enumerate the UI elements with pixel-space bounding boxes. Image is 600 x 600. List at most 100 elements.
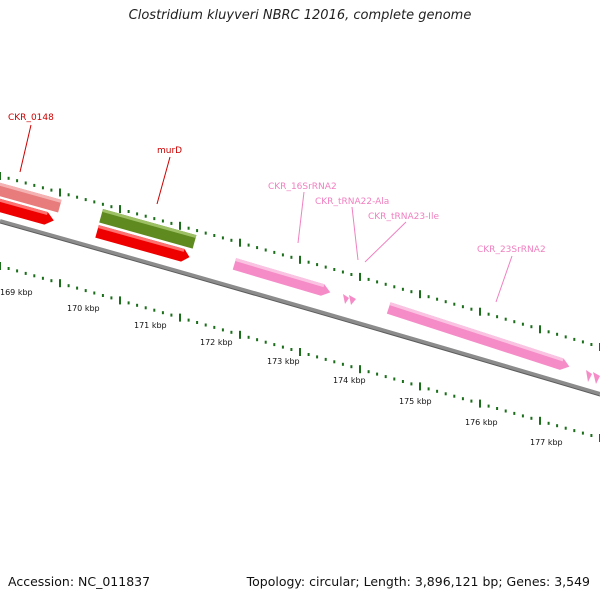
outer-tick	[230, 238, 233, 242]
inner-tick	[273, 343, 276, 347]
inner-tick	[67, 284, 70, 288]
outer-tick	[247, 243, 250, 247]
inner-tick	[247, 335, 250, 339]
inner-tick	[281, 345, 284, 349]
trna-marker-right-1[interactable]	[586, 370, 592, 382]
outer-tick	[127, 210, 130, 213]
outer-tick	[136, 212, 139, 216]
outer-tick	[581, 340, 584, 344]
gene-red-murd[interactable]	[95, 225, 191, 263]
gene-salmon-ckr0148[interactable]	[0, 181, 62, 213]
genome-backbone-shadow	[0, 222, 600, 397]
outer-tick	[187, 226, 190, 230]
scale-label-174: 174 kbp	[333, 376, 366, 385]
inner-tick	[76, 286, 79, 290]
inner-tick	[290, 348, 293, 351]
trna23-leader	[364, 221, 407, 263]
rrna-23s-arrow[interactable]	[386, 302, 571, 372]
outer-tick	[316, 263, 319, 267]
trna23-marker[interactable]	[349, 295, 356, 305]
inner-tick	[436, 389, 439, 393]
outer-tick	[161, 219, 164, 223]
16s-leader	[297, 191, 305, 244]
inner-tick	[230, 330, 233, 334]
inner-tick	[41, 276, 44, 280]
outer-tick	[479, 307, 481, 316]
outer-tick	[93, 200, 96, 204]
label-ckr0148: CKR_0148	[8, 113, 54, 123]
inner-tick	[0, 262, 1, 270]
inner-tick	[170, 313, 173, 317]
outer-tick	[144, 214, 147, 218]
outer-tick	[547, 330, 550, 334]
outer-tick	[221, 236, 224, 240]
outer-tick	[84, 198, 87, 202]
inner-tick	[59, 279, 61, 288]
inner-tick	[239, 330, 241, 339]
scale-label-169: 169 kbp	[0, 288, 33, 297]
outer-tick	[333, 268, 336, 271]
inner-tick	[307, 353, 310, 356]
outer-tick	[521, 322, 524, 326]
outer-tick	[170, 221, 173, 225]
inner-tick	[144, 306, 147, 310]
inner-tick	[204, 323, 207, 327]
genome-summary-text: Topology: circular; Length: 3,896,121 bp…	[246, 574, 590, 589]
rrna-16s-arrow[interactable]	[232, 258, 332, 298]
outer-tick	[24, 181, 27, 185]
scale-label-176: 176 kbp	[465, 418, 498, 427]
inner-tick	[136, 303, 139, 307]
inner-tick	[564, 426, 567, 430]
inner-tick	[33, 274, 36, 278]
outer-tick	[119, 205, 121, 214]
scale-label-177: 177 kbp	[530, 438, 563, 447]
outer-tick	[153, 217, 156, 221]
trna22-marker[interactable]	[343, 294, 349, 304]
inner-tick	[196, 321, 199, 324]
outer-tick-track	[0, 172, 600, 351]
outer-tick	[504, 317, 507, 321]
inner-tick	[7, 267, 10, 270]
inner-tick	[350, 365, 353, 369]
gene-red-left[interactable]	[0, 197, 56, 227]
outer-tick	[50, 188, 53, 192]
outer-tick	[204, 231, 207, 235]
outer-tick	[419, 290, 421, 299]
outer-tick	[564, 335, 567, 339]
trna-marker-right-2[interactable]	[593, 372, 600, 384]
outer-tick	[539, 325, 541, 334]
outer-tick	[196, 229, 199, 233]
outer-tick	[393, 285, 396, 289]
inner-tick	[393, 377, 396, 381]
scale-label-171: 171 kbp	[134, 321, 167, 330]
outer-tick	[59, 188, 61, 197]
inner-tick	[539, 416, 541, 425]
inner-tick	[50, 279, 53, 283]
inner-tick	[324, 357, 327, 361]
inner-tick	[504, 409, 507, 413]
23s-leader	[495, 255, 513, 303]
outer-tick	[470, 307, 473, 311]
inner-tick	[496, 407, 499, 410]
outer-tick	[590, 343, 593, 346]
outer-tick	[307, 260, 310, 264]
gene-olive-murd[interactable]	[99, 208, 197, 249]
outer-tick	[281, 253, 284, 257]
outer-tick	[410, 290, 413, 294]
inner-tick	[213, 325, 216, 329]
outer-tick	[213, 234, 216, 237]
outer-tick	[573, 337, 576, 341]
inner-tick	[179, 313, 181, 322]
label-16srrna2: CKR_16SrRNA2	[268, 182, 337, 192]
outer-tick	[496, 315, 499, 319]
outer-tick	[239, 238, 241, 247]
outer-tick	[273, 250, 276, 254]
inner-tick	[187, 318, 190, 322]
outer-tick	[530, 325, 533, 329]
genome-backbone	[0, 219, 600, 396]
inner-tick	[299, 348, 301, 356]
inner-tick	[590, 434, 593, 437]
outer-tick	[110, 205, 113, 209]
inner-tick-track	[0, 262, 600, 442]
label-trna22-ala: CKR_tRNA22-Ala	[315, 197, 389, 207]
